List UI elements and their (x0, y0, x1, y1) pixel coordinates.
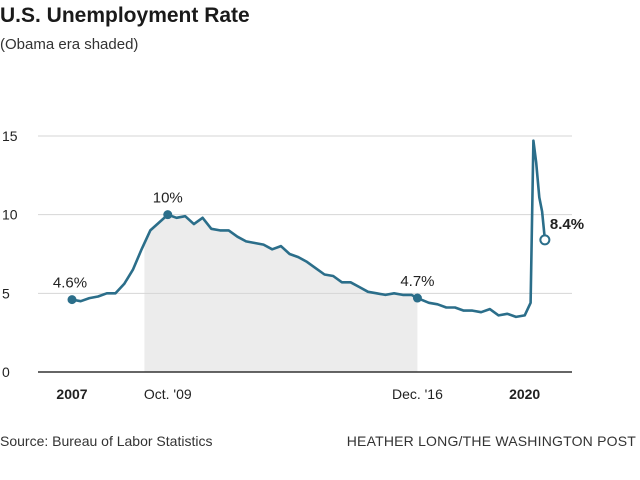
x-tick-label: Dec. '16 (392, 386, 443, 402)
y-tick-label: 15 (2, 128, 18, 144)
line-layer (70, 139, 547, 319)
data-label: 10% (153, 190, 183, 207)
marker-layer (67, 210, 551, 305)
point-marker (163, 210, 173, 220)
data-label: 4.6% (53, 275, 87, 292)
x-tick-label: Oct. '09 (144, 386, 192, 402)
grid-layer (38, 135, 572, 373)
point-marker (412, 293, 422, 303)
y-tick-label: 10 (2, 207, 18, 223)
x-tick-label: 2020 (509, 386, 540, 402)
chart-title: U.S. Unemployment Rate (0, 4, 250, 27)
credit-line: HEATHER LONG/THE WASHINGTON POST (346, 433, 636, 449)
chart-subtitle: (Obama era shaded) (0, 36, 139, 53)
y-tick-label: 0 (2, 364, 10, 380)
label-layer: 0 5 10 15 2007 Oct. '09 Dec. '16 2020 4.6% 10% 4.7… (2, 128, 584, 402)
data-label: 8.4% (550, 216, 584, 233)
data-label: 4.7% (400, 273, 434, 290)
y-tick-label: 5 (2, 285, 10, 301)
point-marker (67, 295, 77, 305)
x-tick-label: 2007 (56, 386, 87, 402)
unemployment-series-line (70, 139, 547, 319)
source-note: Source: Bureau of Labor Statistics (0, 433, 213, 449)
point-marker-open (539, 234, 551, 246)
